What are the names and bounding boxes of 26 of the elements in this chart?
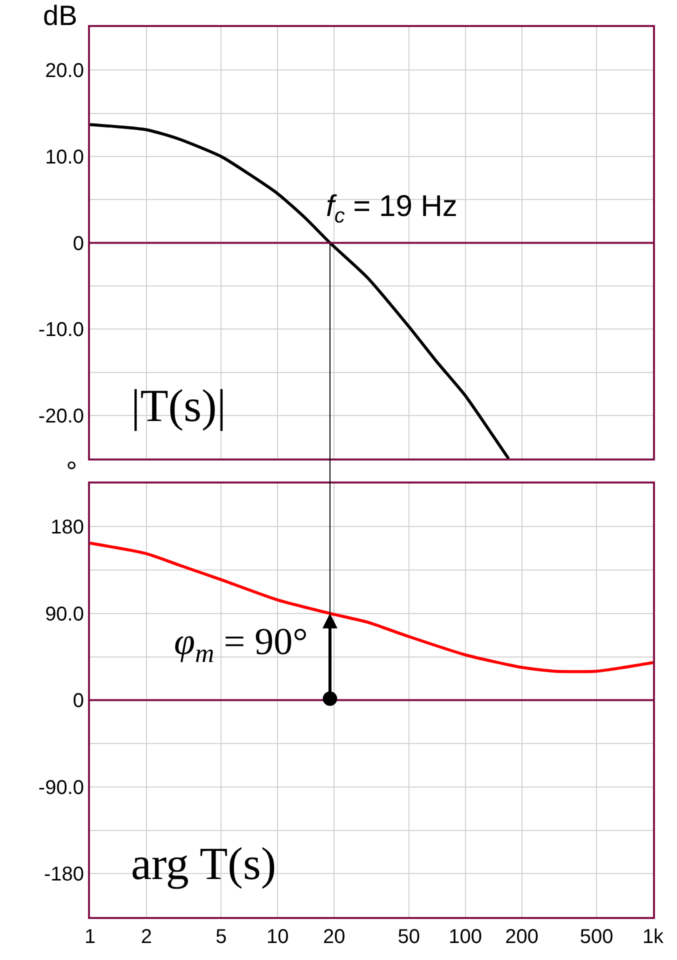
annotation: arg T(s) [131,838,276,889]
x-tick-label: 20 [323,926,346,948]
y-axis-title: dB [43,0,78,31]
y-tick-label: 0 [72,232,84,255]
y-tick-label: -180 [44,864,84,886]
x-tick-label: 500 [580,926,614,948]
x-tick-label: 100 [448,926,482,948]
y-tick-label: 180 [50,516,84,539]
x-tick-label: 1k [642,926,665,948]
y-tick-label: -20.0 [38,406,84,428]
y-axis-title: ° [66,456,78,487]
annotation: |T(s)| [131,380,226,431]
y-tick-label: 10.0 [45,146,84,169]
y-tick-label: 90.0 [45,603,84,626]
x-tick-label: 50 [398,926,420,948]
annotation: φ$_{m}$ = 90° [174,621,308,668]
x-tick-label: 5 [216,926,227,948]
x-tick-label: 1 [84,926,96,948]
y-tick-label: -10.0 [38,319,84,342]
x-tick-label: 2 [140,926,152,948]
y-tick-label: 0 [72,690,84,712]
y-tick-label: -90.0 [38,776,84,799]
x-tick-label: 200 [505,926,539,948]
x-tick-label: 10 [266,926,289,948]
y-tick-label: 20.0 [45,60,84,82]
annotation: f$_{c}$ = 19 Hz [326,190,458,228]
